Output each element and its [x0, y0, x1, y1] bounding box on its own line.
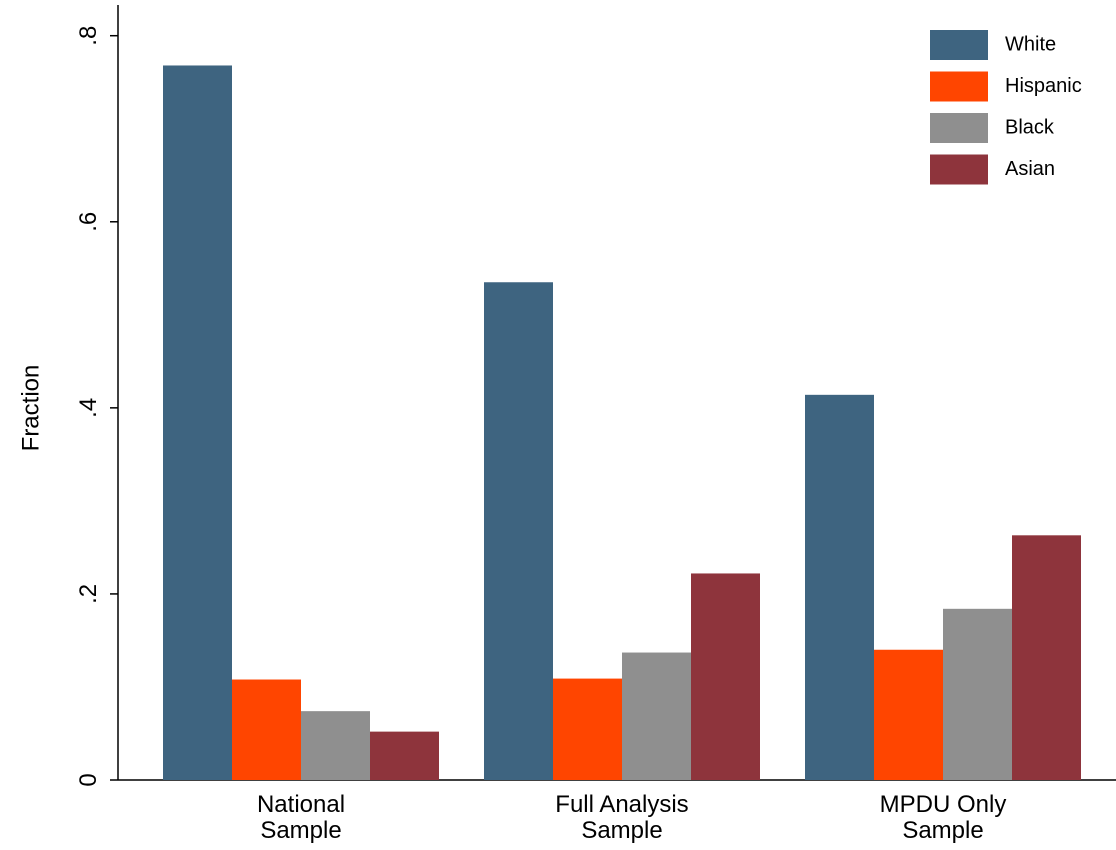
- legend-swatch: [930, 30, 988, 60]
- y-tick-label: .4: [75, 398, 102, 418]
- y-axis-title: Fraction: [17, 365, 44, 452]
- bar: [370, 731, 439, 780]
- bar: [232, 679, 301, 780]
- bar: [1012, 535, 1081, 780]
- bar: [805, 394, 874, 780]
- bar: [691, 573, 760, 780]
- x-tick-label: National Sample: [257, 791, 345, 844]
- bar: [622, 652, 691, 780]
- x-tick-label: MPDU Only Sample: [880, 791, 1007, 844]
- bar: [301, 711, 370, 780]
- legend-label: Black: [1005, 116, 1055, 138]
- y-tick-label: .6: [75, 212, 102, 232]
- legend-label: Hispanic: [1005, 75, 1082, 97]
- bar: [553, 678, 622, 780]
- legend-label: White: [1005, 33, 1056, 55]
- legend-swatch: [930, 71, 988, 102]
- bar: [163, 65, 232, 781]
- x-tick-label: Full Analysis Sample: [555, 791, 688, 844]
- bar: [943, 608, 1012, 780]
- y-tick-label: .2: [75, 584, 102, 604]
- legend-label: Asian: [1005, 158, 1055, 180]
- bar: [484, 282, 553, 780]
- legend-swatch: [930, 154, 988, 185]
- legend-swatch: [930, 113, 988, 143]
- bar: [874, 649, 943, 780]
- y-tick-label: 0: [75, 773, 102, 786]
- y-tick-label: .8: [75, 26, 102, 46]
